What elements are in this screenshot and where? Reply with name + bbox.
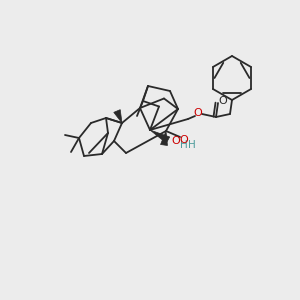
Text: O: O <box>219 96 227 106</box>
Text: H: H <box>188 140 196 150</box>
Polygon shape <box>150 130 170 143</box>
Text: O: O <box>194 108 202 118</box>
Polygon shape <box>114 110 122 123</box>
Text: O: O <box>172 136 180 146</box>
Text: H: H <box>180 140 188 150</box>
Text: O: O <box>180 135 188 145</box>
Polygon shape <box>160 131 167 146</box>
